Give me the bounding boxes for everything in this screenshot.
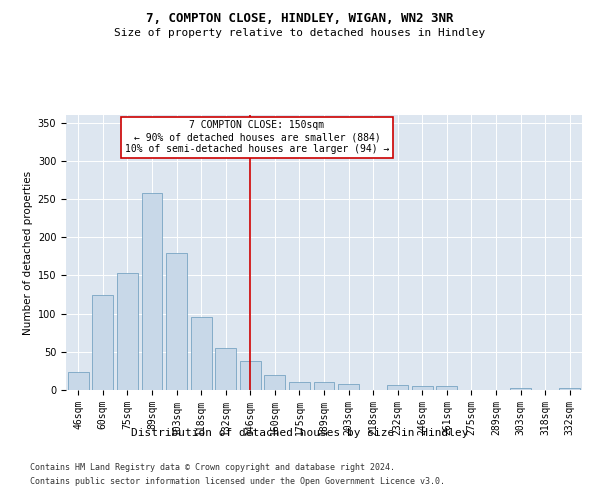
Bar	[92, 296, 113, 390]
Bar	[314, 382, 334, 390]
Bar	[436, 386, 457, 390]
Text: Contains public sector information licensed under the Open Government Licence v3: Contains public sector information licen…	[30, 477, 445, 486]
Bar	[387, 386, 408, 390]
Text: Contains HM Land Registry data © Crown copyright and database right 2024.: Contains HM Land Registry data © Crown c…	[30, 464, 395, 472]
Bar	[510, 388, 531, 390]
Text: 7 COMPTON CLOSE: 150sqm
← 90% of detached houses are smaller (884)
10% of semi-d: 7 COMPTON CLOSE: 150sqm ← 90% of detache…	[125, 120, 389, 154]
Bar	[142, 193, 163, 390]
Text: 7, COMPTON CLOSE, HINDLEY, WIGAN, WN2 3NR: 7, COMPTON CLOSE, HINDLEY, WIGAN, WN2 3N…	[146, 12, 454, 26]
Bar	[240, 361, 261, 390]
Bar	[338, 384, 359, 390]
Bar	[559, 388, 580, 390]
Bar	[215, 348, 236, 390]
Bar	[265, 374, 286, 390]
Bar	[166, 252, 187, 390]
Y-axis label: Number of detached properties: Number of detached properties	[23, 170, 34, 334]
Bar	[289, 382, 310, 390]
Text: Distribution of detached houses by size in Hindley: Distribution of detached houses by size …	[131, 428, 469, 438]
Bar	[412, 386, 433, 390]
Bar	[117, 273, 138, 390]
Text: Size of property relative to detached houses in Hindley: Size of property relative to detached ho…	[115, 28, 485, 38]
Bar	[68, 372, 89, 390]
Bar	[191, 318, 212, 390]
